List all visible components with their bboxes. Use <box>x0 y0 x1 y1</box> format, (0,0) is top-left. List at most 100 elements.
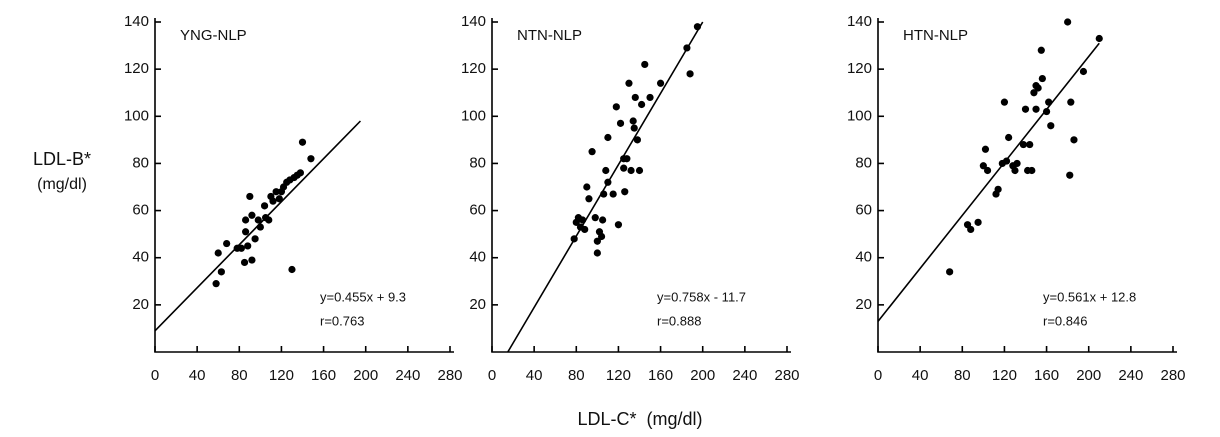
point <box>212 280 220 288</box>
annotation: r=0.763 <box>320 313 364 328</box>
x-tick-label: 200 <box>353 367 378 384</box>
point <box>1026 140 1034 149</box>
point <box>265 216 273 224</box>
point <box>1021 105 1030 113</box>
point <box>1079 67 1088 76</box>
panel-title: HTN-NLP <box>903 27 968 44</box>
point <box>656 79 665 87</box>
point <box>614 221 623 229</box>
point <box>1047 122 1055 130</box>
point <box>240 258 249 267</box>
x-tick-label: 280 <box>774 367 799 384</box>
y-tick-label: 80 <box>132 154 149 171</box>
point <box>588 148 596 156</box>
y-tick-label: 60 <box>469 202 486 219</box>
point <box>616 119 625 127</box>
x-tick-label: 120 <box>992 367 1017 384</box>
point <box>609 190 617 198</box>
point <box>946 268 954 276</box>
annotation: y=0.455x + 9.3 <box>320 289 406 304</box>
point <box>1013 159 1021 168</box>
point <box>1011 166 1019 175</box>
point <box>604 133 612 142</box>
point <box>621 188 629 196</box>
x-tick-label: 120 <box>606 367 631 384</box>
x-tick-label: 120 <box>269 367 294 384</box>
y-tick-label: 40 <box>132 249 149 266</box>
point <box>630 124 638 132</box>
point <box>612 103 620 111</box>
point <box>269 197 277 205</box>
point <box>1032 105 1040 113</box>
x-tick-label: 40 <box>912 367 929 384</box>
point <box>633 136 641 144</box>
point <box>288 265 296 274</box>
point <box>1034 84 1042 92</box>
x-tick-label: 80 <box>954 367 971 384</box>
y-tick-label: 100 <box>847 107 872 124</box>
point <box>248 256 256 264</box>
y-tick-label: 140 <box>124 13 149 30</box>
y-axis-units: (mg/dl) <box>37 176 87 193</box>
point <box>1037 46 1045 54</box>
point <box>1070 136 1078 144</box>
point <box>599 216 607 224</box>
point <box>237 244 245 252</box>
fit-line <box>877 42 1100 322</box>
y-tick-label: 60 <box>855 202 872 219</box>
x-tick-label: 200 <box>690 367 715 384</box>
point <box>1064 18 1072 26</box>
annotation: r=0.888 <box>657 313 701 328</box>
point <box>627 166 635 175</box>
point <box>625 79 633 87</box>
point <box>246 192 254 201</box>
x-tick-label: 200 <box>1076 367 1101 384</box>
point <box>581 225 589 234</box>
point <box>1005 133 1013 142</box>
point <box>620 164 628 172</box>
point <box>251 235 259 243</box>
point <box>296 169 304 177</box>
point <box>623 155 631 163</box>
point <box>583 183 591 191</box>
point <box>307 155 315 163</box>
point <box>1030 89 1038 97</box>
point <box>298 138 307 146</box>
panel-title: YNG-NLP <box>180 27 247 44</box>
point <box>635 166 644 175</box>
x-tick-label: 40 <box>526 367 543 384</box>
point <box>1066 171 1074 179</box>
x-tick-label: 80 <box>231 367 248 384</box>
point <box>1042 107 1051 116</box>
point <box>223 239 231 248</box>
y-tick-label: 120 <box>847 60 872 77</box>
point <box>275 195 283 203</box>
point <box>629 117 637 125</box>
y-tick-label: 120 <box>461 60 486 77</box>
point <box>585 195 593 203</box>
x-tick-label: 160 <box>1034 367 1059 384</box>
y-tick-label: 140 <box>461 13 486 30</box>
point <box>967 225 975 234</box>
point <box>686 70 694 78</box>
point <box>638 100 646 109</box>
x-tick-label: 160 <box>648 367 673 384</box>
point <box>979 162 987 170</box>
point <box>631 93 639 102</box>
point <box>248 211 256 219</box>
point <box>646 93 654 102</box>
y-tick-label: 120 <box>124 60 149 77</box>
y-tick-label: 40 <box>469 249 486 266</box>
point <box>974 218 982 226</box>
point <box>591 214 599 222</box>
y-tick-label: 20 <box>132 296 149 313</box>
y-tick-label: 100 <box>461 107 486 124</box>
point <box>242 216 250 224</box>
point <box>602 166 610 175</box>
x-tick-label: 40 <box>189 367 206 384</box>
point <box>1000 98 1009 106</box>
point <box>244 242 252 250</box>
y-tick-label: 140 <box>847 13 872 30</box>
x-tick-label: 0 <box>488 367 496 384</box>
